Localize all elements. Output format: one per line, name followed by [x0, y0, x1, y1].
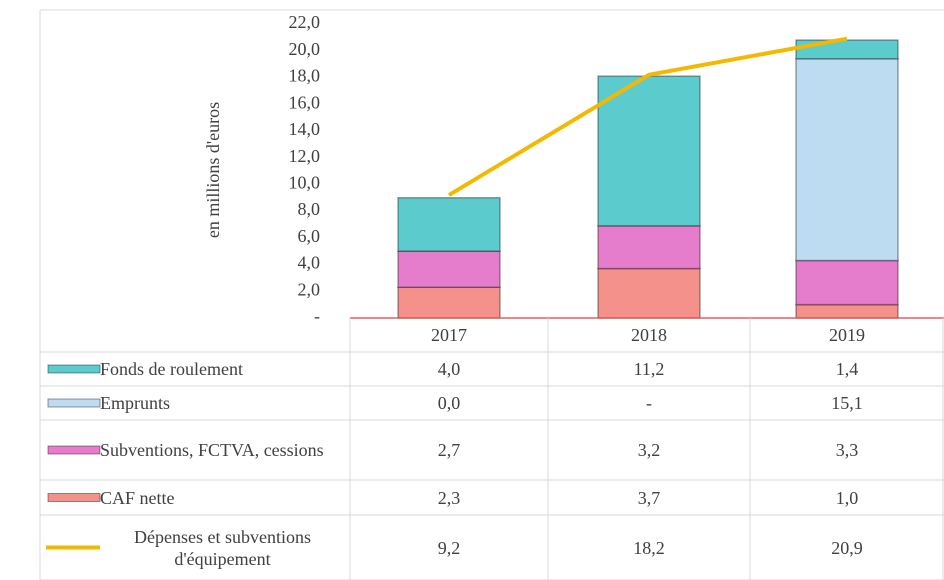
- table-value: 1,0: [750, 480, 944, 515]
- legend-key: [47, 493, 101, 502]
- bar-segment: [397, 286, 501, 319]
- legend-key: [47, 445, 101, 455]
- y-tick-label: -: [314, 306, 320, 326]
- table-value: 1,4: [750, 352, 944, 386]
- table-value: 4,0: [350, 352, 548, 386]
- bar-segment: [397, 196, 501, 252]
- legend-label-text: Fonds de roulement: [100, 359, 243, 379]
- bar-segment: [397, 250, 501, 289]
- y-tick-label: 18,0: [289, 66, 321, 86]
- table-value-text: 0,0: [437, 393, 461, 413]
- table-value-text: 1,4: [835, 359, 859, 379]
- x-tick-label: 2018: [548, 318, 750, 352]
- bar-segment: [795, 303, 899, 319]
- legend-label: CAF nette: [100, 480, 175, 515]
- y-tick-label: 20,0: [289, 39, 321, 59]
- legend-key: [47, 364, 101, 374]
- table-value: 15,1: [750, 386, 944, 420]
- y-tick-label: 8,0: [298, 199, 321, 219]
- table-value: 2,7: [350, 420, 548, 480]
- table-value-text: 3,7: [637, 487, 661, 508]
- table-value: -: [548, 386, 750, 420]
- bar-segment: [597, 225, 701, 270]
- x-tick-label-text: 2017: [431, 325, 467, 345]
- legend-label: Subventions, FCTVA, cessions: [100, 420, 324, 480]
- legend-key: [47, 398, 101, 408]
- table-value: 11,2: [548, 352, 750, 386]
- table-value-text: 18,2: [633, 537, 665, 558]
- table-value-text: 4,0: [437, 359, 461, 379]
- table-value: 9,2: [350, 515, 548, 580]
- bar-segment: [795, 259, 899, 306]
- legend-label: Dépenses et subventions d'équipement: [100, 515, 345, 580]
- bar-segment: [597, 267, 701, 319]
- table-value-text: 15,1: [831, 393, 863, 413]
- x-tick-label: 2017: [350, 318, 548, 352]
- table-value-text: 1,0: [835, 487, 859, 508]
- table-value: 3,2: [548, 420, 750, 480]
- y-tick-label: 4,0: [298, 253, 321, 273]
- table-value-text: 2,7: [437, 440, 461, 460]
- y-tick-label: 10,0: [289, 172, 321, 192]
- legend-label: Emprunts: [100, 386, 170, 420]
- table-value-text: -: [646, 393, 652, 413]
- y-tick-label: 16,0: [289, 92, 321, 112]
- table-value-text: 20,9: [831, 537, 863, 558]
- table-value-text: 3,3: [835, 440, 859, 460]
- y-tick-label: 2,0: [298, 279, 321, 299]
- legend-label: Fonds de roulement: [100, 352, 243, 386]
- legend-label-text: Dépenses et subventions d'équipement: [134, 526, 311, 569]
- y-tick-label: 14,0: [289, 119, 321, 139]
- table-value-text: 9,2: [437, 537, 461, 558]
- bar-segment: [795, 57, 899, 262]
- bar-segment: [795, 39, 899, 60]
- table-value: 3,3: [750, 420, 944, 480]
- legend-label-text: CAF nette: [100, 487, 175, 508]
- table-value: 2,3: [350, 480, 548, 515]
- legend-label-text: Subventions, FCTVA, cessions: [100, 440, 324, 460]
- table-value-text: 3,2: [637, 440, 661, 460]
- x-tick-label: 2019: [750, 318, 944, 352]
- table-value-text: 11,2: [633, 359, 665, 379]
- table-value: 3,7: [548, 480, 750, 515]
- y-tick-label: 12,0: [289, 146, 321, 166]
- table-value: 20,9: [750, 515, 944, 580]
- table-value: 18,2: [548, 515, 750, 580]
- y-tick-label: 22,0: [289, 12, 321, 32]
- y-tick-label: 6,0: [298, 226, 321, 246]
- table-value-text: 2,3: [437, 487, 461, 508]
- x-tick-label-text: 2018: [631, 325, 667, 345]
- bar-segment: [597, 75, 701, 227]
- x-tick-label-text: 2019: [829, 325, 865, 345]
- line-series: [447, 36, 848, 197]
- legend-label-text: Emprunts: [100, 393, 170, 413]
- y-axis-title: en millions d'euros: [203, 102, 223, 238]
- table-value: 0,0: [350, 386, 548, 420]
